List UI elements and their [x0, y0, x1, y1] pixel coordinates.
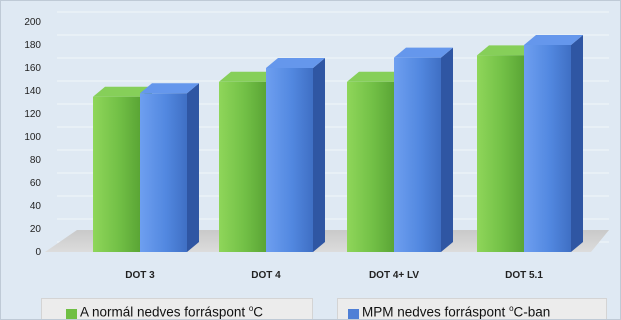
bar-top — [93, 86, 152, 97]
y-axis: 0 20 40 60 80 100 120 140 160 180 200 — [24, 17, 41, 258]
y-tick-label-9: 180 — [24, 40, 41, 51]
bar-top — [140, 83, 199, 94]
y-tick-label-1: 20 — [30, 224, 42, 235]
bar-side — [441, 47, 453, 253]
y-tick-label-8: 160 — [24, 63, 41, 74]
legend-label-series-2: MPM nedves forráspont oC-ban — [362, 304, 551, 320]
x-tick-label-3: DOT 5.1 — [505, 270, 543, 281]
bar-front — [394, 57, 441, 253]
x-axis: DOT 3 DOT 4 DOT 4+ LV DOT 5.1 — [125, 270, 543, 281]
y-tick-label-10: 200 — [24, 17, 41, 28]
x-tick-label-0: DOT 3 — [125, 270, 155, 281]
legend-item-series-1: A normál nedves forráspont oC — [41, 298, 313, 320]
y-tick-label-4: 80 — [30, 155, 42, 166]
bar-2-dot-5-1 — [524, 35, 583, 252]
y-tick-label-7: 140 — [24, 86, 41, 97]
legend-label-series-1: A normál nedves forráspont oC — [80, 304, 264, 320]
bar-side — [313, 58, 325, 252]
bar-side — [187, 83, 199, 252]
bar-top — [394, 47, 453, 58]
y-tick-label-6: 120 — [24, 109, 41, 120]
x-tick-label-1: DOT 4 — [251, 270, 281, 281]
legend-swatch-series-2 — [348, 309, 359, 319]
y-tick-label-2: 40 — [30, 201, 42, 212]
bar-top — [219, 71, 278, 82]
bars — [93, 35, 583, 253]
bar-top — [477, 45, 536, 56]
legend: A normál nedves forráspont oC MPM nedves… — [41, 298, 620, 320]
bar-top — [524, 35, 583, 45]
bar-front — [266, 68, 313, 252]
bar-front — [524, 45, 571, 252]
y-tick-label-5: 100 — [24, 132, 41, 143]
legend-swatch-series-1 — [66, 309, 77, 319]
bar-side — [571, 35, 583, 252]
x-tick-label-2: DOT 4+ LV — [369, 270, 419, 281]
y-tick-label-3: 60 — [30, 178, 42, 189]
y-tick-label-0: 0 — [35, 247, 41, 258]
bar-top — [347, 71, 406, 82]
bar-front — [93, 96, 140, 252]
bar-front — [219, 81, 266, 252]
bar-2-dot-4 — [266, 58, 325, 252]
bar-front — [477, 55, 524, 252]
legend-item-series-2: MPM nedves forráspont oC-ban — [337, 298, 607, 320]
bar-2-dot-3 — [140, 83, 199, 252]
bar-top — [266, 58, 325, 68]
bar-front — [347, 81, 394, 252]
bar-2-dot-4-lv — [394, 47, 453, 253]
bar-front — [140, 93, 187, 252]
